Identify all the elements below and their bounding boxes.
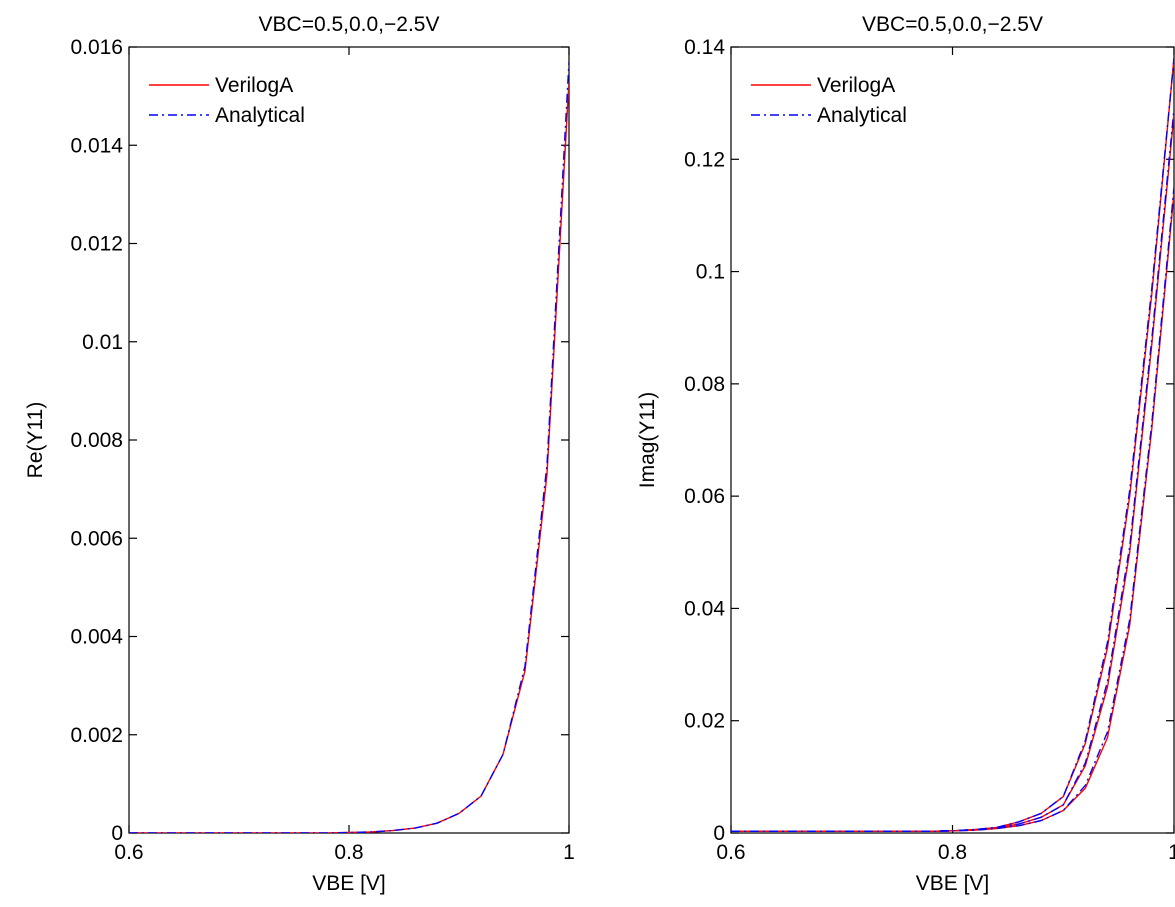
series-line-veriloga-0 — [129, 81, 569, 833]
y-tick-label: 0.002 — [70, 724, 123, 747]
y-tick-label: 0.12 — [684, 148, 725, 171]
y-tick-label: 0.008 — [70, 429, 123, 452]
chart-re-y11: VBC=0.5,0.0,−2.5V 0.6 0.8 1 0 0.002 0.004 0.006… — [24, 13, 575, 895]
y-tick-label: 0 — [713, 822, 725, 845]
x-tick-label: 0.8 — [938, 841, 967, 864]
y-tick-label: 0.012 — [70, 233, 123, 256]
chart-imag-y11: VBC=0.5,0.0,−2.5V 0.6 0.8 1 0 0.02 0.04 0.06 0.0… — [636, 13, 1175, 895]
y-axis-label: Imag(Y11) — [636, 392, 659, 488]
y-tick-label: 0.006 — [70, 527, 123, 550]
series-group — [731, 58, 1174, 832]
y-axis-label: Re(Y11) — [24, 402, 47, 479]
y-tick-label: 0.14 — [684, 36, 725, 59]
x-tick-label: 1 — [1168, 841, 1175, 864]
x-axis-label: VBE [V] — [916, 872, 990, 895]
legend-label-analytical: Analytical — [817, 104, 907, 127]
x-tick-label: 0.6 — [716, 841, 745, 864]
x-tick-label: 0.8 — [334, 841, 363, 864]
plot-area — [730, 46, 1175, 834]
series-group — [129, 61, 569, 833]
y-tick-label: 0 — [111, 822, 123, 845]
chart-title: VBC=0.5,0.0,−2.5V — [259, 13, 440, 36]
x-tick-label: 0.6 — [114, 841, 143, 864]
y-tick-label: 0.1 — [696, 261, 725, 284]
legend-label-analytical: Analytical — [215, 104, 305, 127]
y-tick-label: 0.08 — [684, 373, 725, 396]
plot-area — [128, 46, 570, 834]
chart-title: VBC=0.5,0.0,−2.5V — [862, 13, 1043, 36]
y-tick-label: 0.06 — [684, 485, 725, 508]
legend-label-veriloga: VerilogA — [817, 74, 895, 97]
series-line-analytical-4 — [731, 108, 1174, 832]
legend-label-veriloga: VerilogA — [215, 74, 293, 97]
y-tick-label: 0.02 — [684, 710, 725, 733]
y-tick-label: 0.014 — [70, 134, 123, 157]
x-tick-label: 1 — [563, 841, 575, 864]
series-line-analytical-5 — [731, 187, 1174, 832]
x-axis-label: VBE [V] — [312, 872, 386, 895]
y-tick-label: 0.004 — [70, 626, 123, 649]
y-tick-label: 0.01 — [82, 331, 123, 354]
y-tick-label: 0.016 — [70, 36, 123, 59]
y-tick-label: 0.04 — [684, 597, 725, 620]
series-line-veriloga-2 — [731, 192, 1174, 832]
